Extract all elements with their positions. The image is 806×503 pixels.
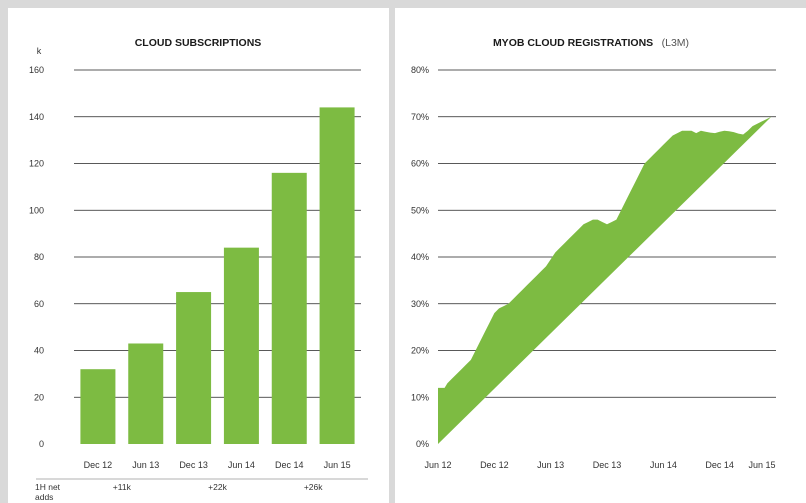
x-tick-label: Dec 14 [275, 460, 304, 470]
y-tick-label: 0% [416, 439, 429, 449]
x-tick-label: Dec 12 [84, 460, 113, 470]
y-tick-label: 20 [34, 392, 44, 402]
bar [271, 172, 307, 444]
x-tick-label: Dec 12 [480, 460, 509, 470]
y-axis-unit-label: k [37, 46, 42, 56]
bar [176, 292, 212, 444]
y-tick-label: 30% [411, 299, 429, 309]
chart-title-suffix: (L3M) [662, 37, 689, 49]
y-tick-label: 140 [29, 112, 44, 122]
x-tick-label: Dec 14 [705, 460, 734, 470]
y-tick-label: 10% [411, 392, 429, 402]
y-tick-label: 80% [411, 65, 429, 75]
cloud-subscriptions-panel: CLOUD SUBSCRIPTIONS k 0 20 40 60 80 100 120 140… [8, 8, 389, 503]
net-adds-value: +22k [208, 482, 227, 492]
y-tick-label: 120 [29, 159, 44, 169]
y-tick-label: 100 [29, 205, 44, 215]
chart-title: MYOB CLOUD REGISTRATIONS [493, 37, 653, 49]
chart-title: CLOUD SUBSCRIPTIONS [135, 37, 262, 49]
x-tick-label: Dec 13 [593, 460, 622, 470]
y-tick-label: 80 [34, 252, 44, 262]
y-tick-label: 60 [34, 299, 44, 309]
x-tick-label: Jun 15 [748, 460, 775, 470]
registrations-area [438, 116, 772, 444]
x-tick-label: Jun 13 [537, 460, 564, 470]
net-adds-value: +26k [304, 482, 323, 492]
y-tick-label: 160 [29, 65, 44, 75]
y-tick-label: 50% [411, 205, 429, 215]
cloud-subscriptions-chart: CLOUD SUBSCRIPTIONS k 0 20 40 60 80 100 120 140… [29, 37, 368, 502]
x-tick-label: Jun 14 [228, 460, 255, 470]
y-tick-label: 20% [411, 346, 429, 356]
y-tick-label: 40 [34, 346, 44, 356]
bar [223, 247, 259, 444]
x-tick-label: Jun 15 [324, 460, 351, 470]
x-tick-label: Dec 13 [179, 460, 208, 470]
bar [319, 107, 355, 445]
x-tick-label: Jun 13 [132, 460, 159, 470]
y-tick-label: 0 [39, 439, 44, 449]
y-tick-label: 40% [411, 252, 429, 262]
cloud-registrations-chart: MYOB CLOUD REGISTRATIONS (L3M) 0% 10% 20% 3… [411, 33, 776, 470]
chart-title-group: MYOB CLOUD REGISTRATIONS (L3M) [493, 33, 689, 50]
net-adds-label-line1: 1H net [35, 482, 61, 492]
y-tick-label: 70% [411, 112, 429, 122]
net-adds-label-line2: adds [35, 492, 53, 502]
y-tick-label: 60% [411, 159, 429, 169]
net-adds-value: +11k [113, 482, 132, 492]
bar [128, 343, 164, 444]
cloud-registrations-panel: MYOB CLOUD REGISTRATIONS (L3M) 0% 10% 20% 3… [395, 8, 806, 503]
x-tick-label: Jun 14 [650, 460, 677, 470]
x-tick-label: Jun 12 [424, 460, 451, 470]
bar [80, 369, 116, 444]
